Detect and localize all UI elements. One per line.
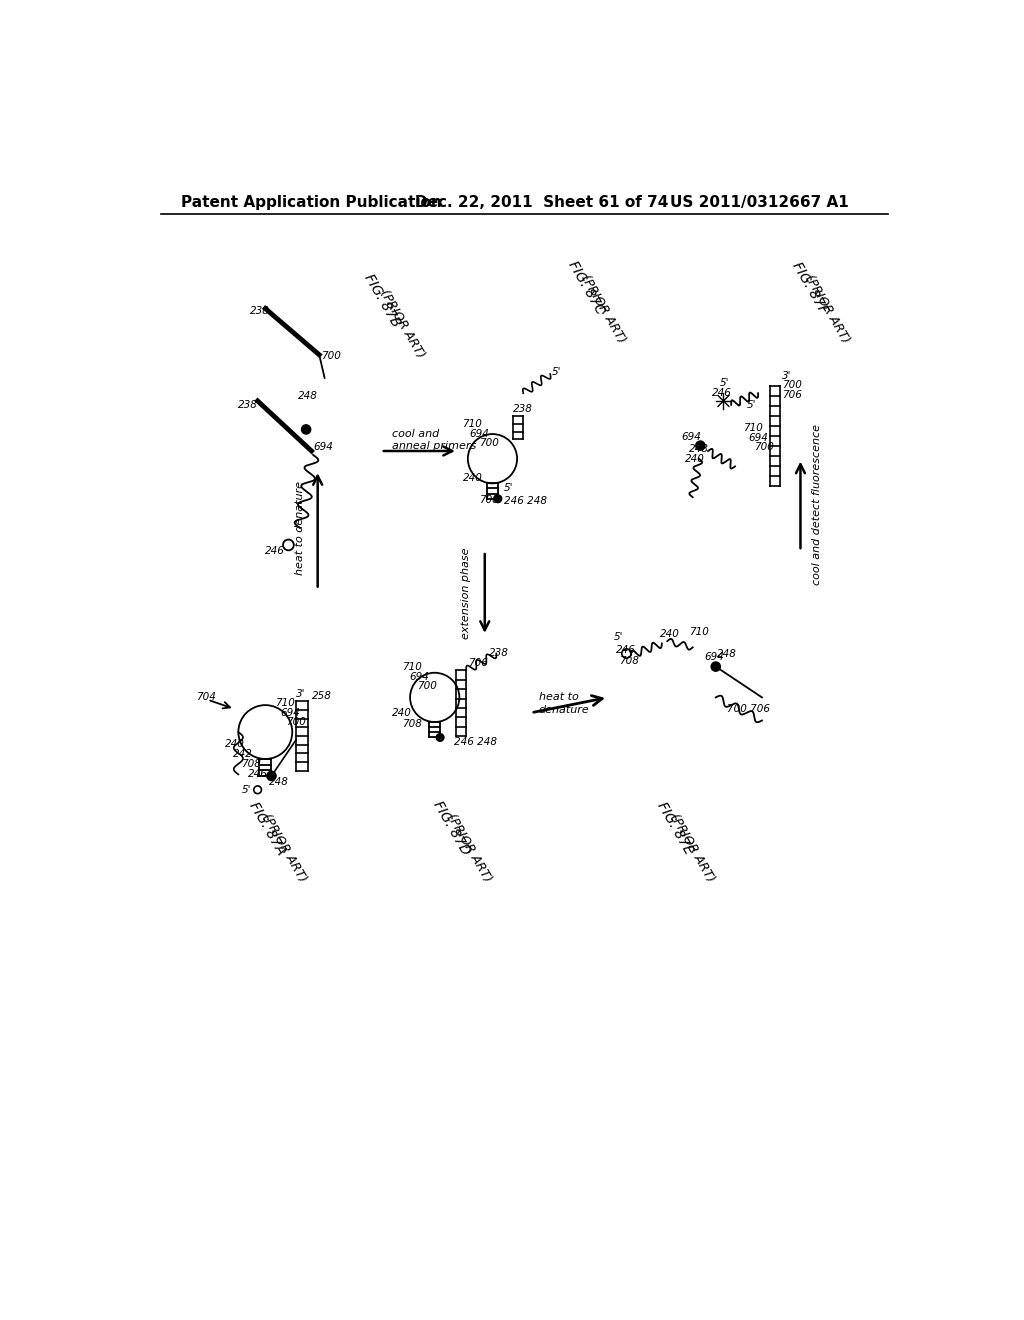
Text: FIG. 87D: FIG. 87D [431, 799, 473, 858]
Text: 700: 700 [321, 351, 341, 362]
Text: 694: 694 [281, 708, 301, 718]
Text: FIG. 87E: FIG. 87E [654, 800, 695, 857]
Text: 708: 708 [401, 719, 422, 730]
Text: 700: 700 [417, 681, 437, 690]
Text: 694: 694 [313, 442, 334, 453]
Circle shape [436, 734, 444, 742]
Text: 710: 710 [742, 422, 763, 433]
Text: 700: 700 [286, 717, 306, 727]
Text: FIG. 87F: FIG. 87F [788, 260, 829, 315]
Text: 5': 5' [243, 785, 252, 795]
Text: 248: 248 [298, 391, 318, 400]
Circle shape [695, 441, 705, 450]
Text: 5': 5' [720, 379, 729, 388]
Text: 240: 240 [463, 473, 483, 483]
Text: 700 706: 700 706 [727, 704, 770, 714]
Text: cool and: cool and [392, 429, 439, 440]
Circle shape [622, 649, 631, 659]
Text: 708: 708 [241, 759, 260, 768]
Text: 246: 246 [265, 546, 286, 556]
Text: 240: 240 [392, 708, 413, 718]
Text: 240: 240 [225, 739, 245, 748]
Text: 694: 694 [469, 429, 489, 440]
Text: 246: 246 [249, 770, 268, 779]
Text: Dec. 22, 2011  Sheet 61 of 74: Dec. 22, 2011 Sheet 61 of 74 [416, 195, 669, 210]
Text: 3': 3' [782, 371, 792, 381]
Text: 710: 710 [401, 661, 422, 672]
Text: 704: 704 [196, 693, 216, 702]
Text: 238: 238 [513, 404, 534, 413]
Circle shape [254, 785, 261, 793]
Text: FIG. 87C: FIG. 87C [565, 259, 607, 317]
Text: (PRIOR ART): (PRIOR ART) [259, 810, 309, 884]
Circle shape [711, 663, 720, 672]
Text: 708: 708 [479, 495, 500, 504]
Text: 240: 240 [660, 630, 680, 639]
Text: 246 248: 246 248 [454, 737, 497, 747]
Text: 258: 258 [311, 690, 332, 701]
Text: denature: denature [539, 705, 590, 714]
Text: (PRIOR ART): (PRIOR ART) [802, 272, 852, 345]
Text: 694: 694 [681, 432, 701, 442]
Text: 246: 246 [615, 644, 636, 655]
Text: (PRIOR ART): (PRIOR ART) [377, 288, 427, 360]
Circle shape [468, 434, 517, 483]
Text: 706: 706 [782, 389, 802, 400]
Text: 248: 248 [717, 648, 737, 659]
Text: 240: 240 [685, 454, 705, 463]
Text: (PRIOR ART): (PRIOR ART) [668, 810, 717, 884]
Circle shape [267, 771, 276, 780]
Text: 242: 242 [233, 748, 253, 759]
Text: 248: 248 [689, 444, 709, 454]
Text: 5': 5' [552, 367, 561, 376]
Text: 708: 708 [620, 656, 639, 667]
Circle shape [494, 495, 502, 503]
Text: 710: 710 [274, 698, 295, 708]
Text: 5': 5' [746, 400, 756, 409]
Circle shape [301, 425, 310, 434]
Text: US 2011/0312667 A1: US 2011/0312667 A1 [670, 195, 848, 210]
Circle shape [283, 540, 294, 550]
Text: 248: 248 [269, 777, 289, 787]
Text: 700: 700 [478, 438, 499, 449]
Text: cool and detect fluorescence: cool and detect fluorescence [812, 425, 822, 585]
Text: FIG. 87B: FIG. 87B [361, 272, 403, 330]
Text: 710: 710 [689, 627, 709, 638]
Text: (PRIOR ART): (PRIOR ART) [579, 272, 629, 345]
Text: 238: 238 [239, 400, 258, 409]
Text: 694: 694 [749, 433, 768, 444]
Text: 700: 700 [782, 380, 802, 389]
Text: 710: 710 [462, 418, 481, 429]
Text: (PRIOR ART): (PRIOR ART) [444, 810, 494, 884]
Text: anneal primers: anneal primers [392, 441, 476, 450]
Text: 238: 238 [250, 306, 269, 315]
Text: 694: 694 [410, 672, 429, 681]
Text: 706: 706 [468, 657, 487, 668]
Text: FIG. 87A: FIG. 87A [246, 800, 288, 857]
Circle shape [239, 705, 292, 759]
Text: heat to denature: heat to denature [295, 480, 305, 576]
Text: 5': 5' [504, 483, 513, 492]
Text: heat to: heat to [539, 693, 579, 702]
Text: extension phase: extension phase [461, 548, 470, 639]
Text: 700: 700 [755, 442, 774, 453]
Circle shape [410, 673, 460, 722]
Text: Patent Application Publication: Patent Application Publication [180, 195, 441, 210]
Text: 246: 246 [712, 388, 732, 399]
Text: 3': 3' [296, 689, 305, 698]
Text: 5': 5' [613, 632, 623, 643]
Text: 246 248: 246 248 [504, 496, 547, 506]
Text: 694: 694 [705, 652, 724, 663]
Text: 238: 238 [488, 648, 509, 657]
